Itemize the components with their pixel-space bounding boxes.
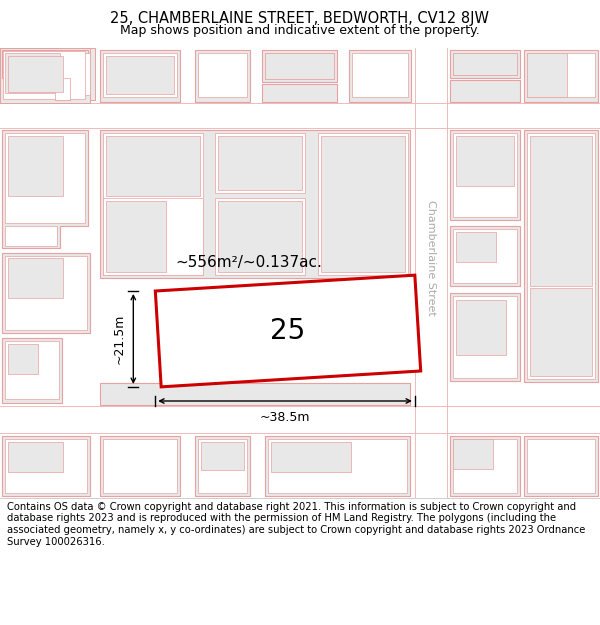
Bar — [530, 288, 592, 376]
Text: 25: 25 — [271, 317, 305, 345]
Bar — [450, 226, 520, 286]
Bar — [8, 136, 63, 196]
Bar — [215, 133, 305, 193]
Bar — [218, 201, 302, 272]
Bar — [5, 256, 87, 330]
Bar — [453, 229, 517, 283]
Bar — [215, 198, 305, 275]
Bar — [450, 50, 520, 78]
Bar — [265, 436, 410, 496]
Bar — [265, 53, 334, 79]
Bar — [100, 130, 410, 278]
Bar — [524, 50, 598, 102]
Bar — [55, 78, 70, 100]
Polygon shape — [2, 50, 88, 100]
Bar — [524, 130, 598, 382]
Bar — [453, 439, 493, 469]
Bar — [100, 50, 180, 102]
Bar — [198, 53, 247, 97]
Bar — [5, 133, 85, 223]
Bar — [2, 253, 90, 333]
Bar — [450, 436, 520, 496]
Bar — [201, 442, 244, 470]
Bar — [103, 198, 203, 275]
Bar — [100, 383, 410, 405]
Bar — [453, 53, 517, 75]
Bar — [106, 201, 166, 272]
Bar — [103, 133, 203, 275]
Text: Map shows position and indicative extent of the property.: Map shows position and indicative extent… — [120, 24, 480, 38]
Text: ~556m²/~0.137ac.: ~556m²/~0.137ac. — [175, 256, 322, 271]
Bar — [268, 439, 407, 493]
Bar — [262, 84, 337, 102]
Bar — [265, 53, 334, 79]
Bar — [352, 53, 408, 97]
Bar — [3, 51, 85, 99]
Bar — [453, 439, 517, 493]
Bar — [100, 436, 180, 496]
Bar — [2, 436, 90, 496]
Text: Chamberlaine Street: Chamberlaine Street — [426, 200, 436, 316]
Bar — [195, 296, 280, 371]
Polygon shape — [2, 130, 88, 248]
Bar — [5, 53, 60, 93]
Bar — [8, 258, 63, 298]
Bar — [453, 133, 517, 217]
Bar — [456, 300, 506, 355]
Text: Contains OS data © Crown copyright and database right 2021. This information is : Contains OS data © Crown copyright and d… — [7, 502, 586, 547]
Polygon shape — [0, 48, 90, 103]
Bar — [450, 293, 520, 381]
Bar — [106, 56, 174, 94]
Polygon shape — [155, 275, 421, 387]
Bar — [103, 53, 177, 97]
Bar — [103, 439, 177, 493]
Bar — [0, 406, 600, 431]
Bar — [8, 56, 63, 92]
Bar — [527, 439, 595, 493]
Bar — [262, 50, 337, 82]
Bar — [5, 439, 87, 493]
Bar — [415, 48, 447, 498]
Bar — [527, 53, 595, 97]
Polygon shape — [0, 48, 95, 100]
Bar — [530, 136, 592, 286]
Bar — [5, 341, 59, 399]
Bar — [106, 136, 200, 196]
Bar — [318, 133, 408, 275]
Bar — [0, 103, 600, 128]
Bar — [450, 80, 520, 102]
Bar — [195, 50, 250, 102]
Bar — [321, 136, 405, 272]
Bar — [8, 442, 63, 472]
Bar — [453, 296, 517, 378]
Bar — [195, 436, 250, 496]
Bar — [349, 50, 411, 102]
Bar — [218, 136, 302, 190]
Bar — [527, 133, 595, 379]
Bar — [5, 226, 57, 246]
Text: ~38.5m: ~38.5m — [260, 411, 310, 424]
Bar — [198, 439, 247, 493]
Bar — [5, 53, 90, 95]
Text: ~21.5m: ~21.5m — [112, 314, 125, 364]
Bar — [271, 442, 351, 472]
Bar — [456, 136, 514, 186]
Bar — [2, 338, 62, 403]
Bar — [527, 53, 567, 97]
Bar — [524, 436, 598, 496]
Bar — [453, 53, 517, 75]
Bar — [450, 130, 520, 220]
Bar — [456, 232, 496, 262]
Bar — [8, 344, 38, 374]
Text: 25, CHAMBERLAINE STREET, BEDWORTH, CV12 8JW: 25, CHAMBERLAINE STREET, BEDWORTH, CV12 … — [110, 11, 490, 26]
